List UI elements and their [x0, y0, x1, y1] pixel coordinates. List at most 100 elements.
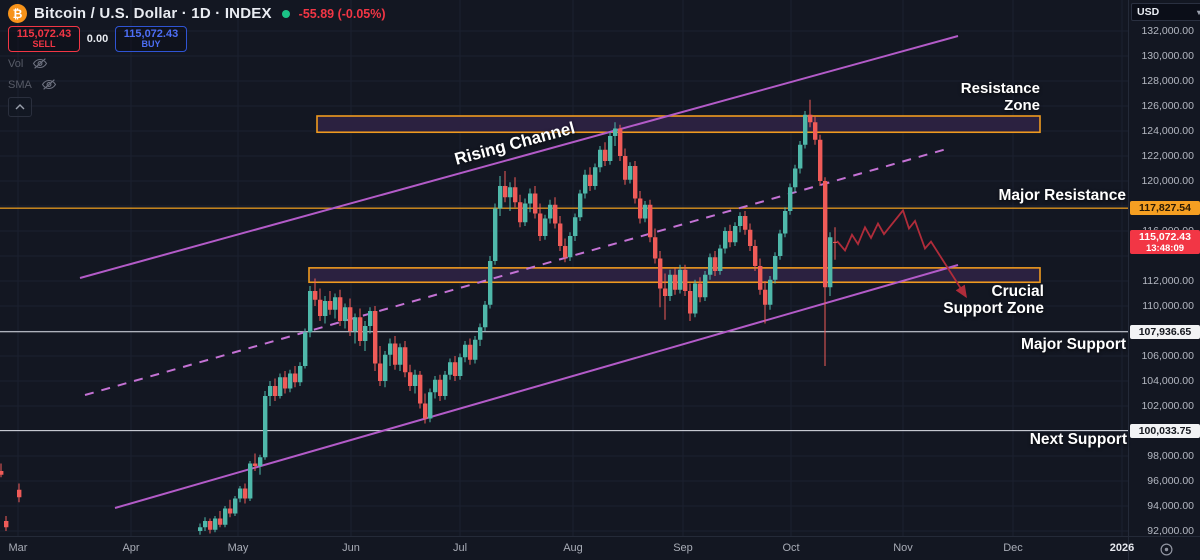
channel-mid-line[interactable]: [84, 147, 951, 396]
volume-visibility-toggle[interactable]: [32, 57, 48, 70]
price-tick-label: 124,000.00: [1141, 125, 1194, 137]
time-tick-label: Dec: [1003, 542, 1023, 554]
candle: [768, 279, 773, 305]
price-tick-label: 122,000.00: [1141, 150, 1194, 162]
candle: [378, 363, 383, 381]
candle: [253, 463, 258, 466]
candle: [463, 344, 468, 358]
collapse-panel-button[interactable]: [8, 97, 32, 117]
candle: [553, 204, 558, 224]
candle: [798, 144, 803, 169]
currency-selector[interactable]: USD ▾: [1131, 3, 1200, 21]
candle: [433, 379, 438, 393]
candle: [413, 374, 418, 386]
candle: [508, 187, 513, 198]
visibility-off-icon: [41, 79, 56, 90]
candle: [633, 166, 638, 199]
candle: [283, 377, 288, 389]
candle: [338, 297, 343, 321]
candle: [548, 204, 553, 219]
crucial-support-label[interactable]: Crucial Support Zone: [943, 283, 1044, 318]
major-support-label[interactable]: Major Support: [1020, 336, 1126, 353]
candle: [613, 128, 618, 136]
channel-upper-line[interactable]: [79, 35, 959, 279]
candle: [213, 518, 218, 530]
volume-indicator-label: Vol: [8, 57, 24, 70]
candle: [343, 307, 348, 321]
candle: [618, 128, 623, 156]
market-status-dot: [281, 9, 290, 18]
time-tick-label: Oct: [782, 542, 800, 554]
visibility-off-icon: [33, 58, 48, 69]
time-tick-label: 2026: [1109, 542, 1135, 554]
candle: [398, 347, 403, 365]
candle: [723, 231, 728, 249]
axis-divider: [1128, 537, 1129, 560]
candle: [403, 347, 408, 373]
candle: [223, 508, 228, 525]
major-resistance-label[interactable]: Major Resistance: [998, 187, 1127, 204]
chevron-down-icon: ▾: [1196, 7, 1200, 17]
candle: [498, 186, 503, 209]
candle: [448, 362, 453, 375]
channel-lower-line[interactable]: [114, 264, 959, 509]
candle: [4, 521, 9, 528]
resistance-zone-box[interactable]: [316, 115, 1041, 134]
time-axis[interactable]: Mar Apr May Jun Jul Aug Sep Oct Nov Dec 2026: [0, 536, 1200, 560]
price-axis[interactable]: USD ▾ 132,000.00 130,000.00 128,000.00 126,…: [1128, 0, 1200, 537]
level-price-badge: 107,936.65: [1130, 324, 1200, 339]
candle: [538, 213, 543, 236]
symbol-title[interactable]: Bitcoin / U.S. Dollar · 1D · INDEX: [34, 5, 272, 22]
candle: [503, 186, 508, 198]
candle: [583, 174, 588, 194]
candle: [418, 374, 423, 404]
candle: [303, 332, 308, 366]
candle: [353, 317, 358, 331]
scroll-to-realtime-button[interactable]: [1157, 541, 1175, 557]
candle: [658, 258, 663, 289]
candle: [198, 527, 203, 531]
candle: [623, 156, 628, 180]
candle: [718, 248, 723, 271]
candle: [563, 246, 568, 258]
candle: [473, 339, 478, 360]
candle: [558, 223, 563, 246]
price-tick-label: 130,000.00: [1141, 50, 1194, 62]
projection-path[interactable]: [836, 208, 967, 299]
candle: [608, 136, 613, 161]
chart-canvas[interactable]: [0, 0, 1128, 536]
buy-button[interactable]: 115,072.43 BUY: [115, 26, 187, 52]
candle: [763, 289, 768, 305]
candle: [638, 198, 643, 219]
candle: [423, 403, 428, 419]
buy-price: 115,072.43: [123, 27, 179, 40]
candle: [603, 149, 608, 161]
symbol-header: ₿ Bitcoin / U.S. Dollar · 1D · INDEX -55…: [8, 4, 386, 23]
candle: [758, 266, 763, 290]
candle: [598, 149, 603, 168]
candle: [233, 498, 238, 514]
candle: [313, 291, 318, 300]
next-support-label[interactable]: Next Support: [1029, 431, 1127, 448]
candle: [17, 489, 22, 498]
sell-button[interactable]: 115,072.43 SELL: [8, 26, 80, 52]
price-tick-label: 96,000.00: [1147, 475, 1194, 487]
resistance-zone-label[interactable]: Resistance Zone: [960, 80, 1040, 114]
candle: [528, 193, 533, 204]
candle: [523, 203, 528, 223]
candle: [778, 233, 783, 256]
candle: [268, 386, 273, 396]
candle: [713, 257, 718, 271]
candle: [228, 508, 233, 514]
sma-visibility-toggle[interactable]: [41, 78, 57, 91]
time-tick-label: Nov: [893, 542, 913, 554]
candle: [393, 343, 398, 365]
candle: [293, 373, 298, 383]
candle: [308, 291, 313, 333]
candle: [513, 187, 518, 203]
candle: [278, 377, 283, 396]
price-tick-label: 102,000.00: [1141, 400, 1194, 412]
candle: [383, 354, 388, 381]
candle: [518, 202, 523, 223]
